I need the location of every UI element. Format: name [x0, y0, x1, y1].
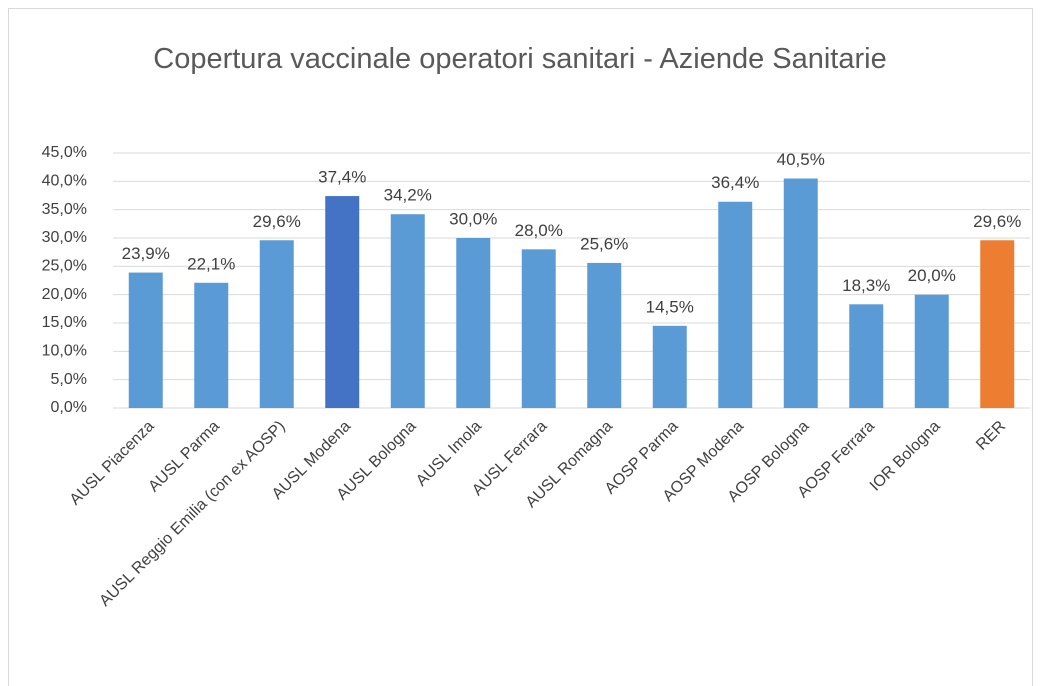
y-tick-label: 35,0%: [42, 201, 87, 218]
bar: [390, 214, 425, 408]
value-label: 22,1%: [187, 254, 235, 273]
bar: [718, 201, 753, 408]
value-label: 14,5%: [646, 297, 694, 316]
y-tick-label: 30,0%: [42, 229, 87, 246]
chart-border: [8, 8, 1033, 686]
bar: [325, 196, 360, 408]
y-tick-label: 45,0%: [42, 144, 87, 161]
bar: [521, 249, 556, 408]
y-tick-label: 40,0%: [42, 173, 87, 190]
bar: [783, 178, 818, 408]
x-tick-label: AUSL Imola: [413, 418, 485, 490]
chart-title: Copertura vaccinale operatori sanitari -…: [153, 43, 887, 75]
bar: [914, 294, 949, 408]
value-label: 29,6%: [253, 212, 301, 231]
y-tick-label: 10,0%: [42, 343, 87, 360]
value-label: 36,4%: [711, 173, 759, 192]
value-label: 34,2%: [384, 186, 432, 205]
y-tick-label: 0,0%: [51, 399, 87, 416]
bar: [259, 240, 294, 408]
bar: [849, 304, 884, 408]
value-label: 40,5%: [777, 150, 825, 169]
x-tick-label: IOR Bologna: [867, 418, 944, 495]
value-label: 25,6%: [580, 234, 628, 253]
bar: [652, 325, 687, 408]
value-label: 28,0%: [515, 221, 563, 240]
x-tick-label: AUSL Piacenza: [67, 418, 158, 509]
y-tick-label: 20,0%: [42, 286, 87, 303]
bar: [128, 272, 163, 408]
value-label: 29,6%: [973, 212, 1021, 231]
y-tick-label: 15,0%: [42, 314, 87, 331]
bar: [980, 240, 1015, 408]
bar: [587, 262, 622, 408]
value-label: 37,4%: [318, 168, 366, 187]
y-tick-label: 25,0%: [42, 258, 87, 275]
bar: [456, 238, 491, 408]
value-label: 30,0%: [449, 209, 497, 228]
value-label: 20,0%: [908, 266, 956, 285]
y-tick-label: 5,0%: [51, 371, 87, 388]
x-tick-label: RER: [973, 418, 1009, 454]
value-label: 18,3%: [842, 276, 890, 295]
bar: [194, 282, 229, 408]
value-label: 23,9%: [122, 244, 170, 263]
